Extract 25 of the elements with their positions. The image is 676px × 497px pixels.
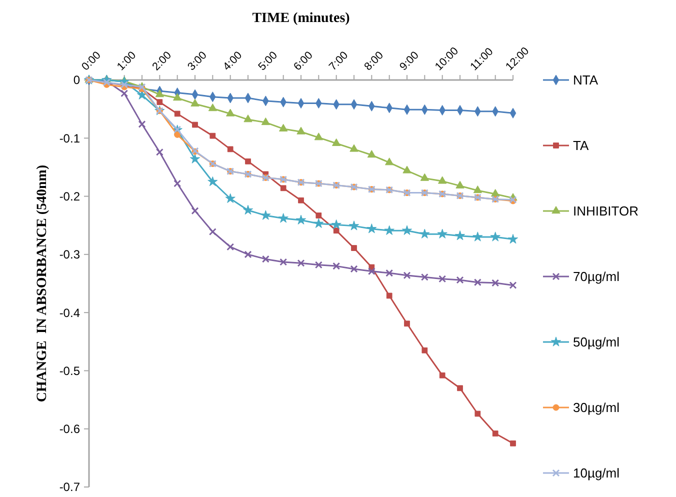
x-tick-label: 3:00 xyxy=(186,49,210,74)
y-tick-label: 0 xyxy=(73,73,80,88)
y-tick-label: -0.1 xyxy=(59,131,80,146)
x-tick-label: 8:00 xyxy=(362,49,386,74)
y-tick-label: -0.5 xyxy=(59,364,80,378)
y-tick-label: -0.2 xyxy=(59,189,80,204)
legend-label: 70µg/ml xyxy=(573,269,620,284)
x-axis-title: TIME (minutes) xyxy=(252,11,350,26)
x-tick-label: 5:00 xyxy=(256,49,280,74)
legend-label: TA xyxy=(573,138,589,154)
x-tick-label: 6:00 xyxy=(292,49,316,74)
y-tick-label: -0.7 xyxy=(59,480,80,494)
legend-label: 30µg/ml xyxy=(573,400,620,416)
legend-label: 50µg/ml xyxy=(573,334,620,350)
legend-label: NTA xyxy=(573,72,598,88)
y-tick-label: -0.3 xyxy=(59,248,80,262)
x-tick-label: 4:00 xyxy=(220,49,245,74)
x-tick-label: 7:00 xyxy=(326,49,351,74)
x-tick-label: 0:00 xyxy=(80,49,104,74)
legend-label: INHIBITOR xyxy=(573,204,638,219)
x-tick-label: 9:00 xyxy=(398,49,422,74)
y-tick-label: -0.4 xyxy=(59,306,80,320)
legend-label: 10µg/ml xyxy=(573,466,620,481)
y-axis-title: CHANGE IN ABSORBANCE (540nm) xyxy=(35,164,50,402)
y-tick-label: -0.6 xyxy=(59,422,80,436)
